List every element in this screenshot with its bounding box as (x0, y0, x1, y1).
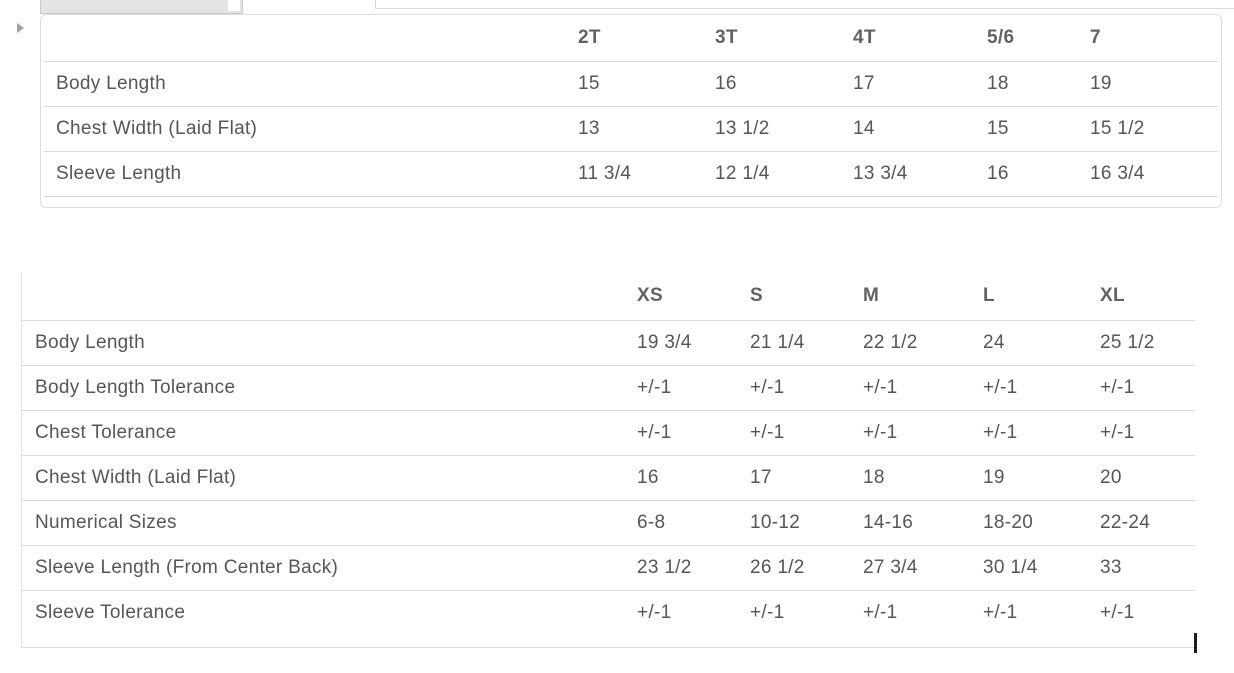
measurement-value: 16 (986, 150, 1089, 197)
size-column-header: M (863, 284, 880, 306)
header-row: 2T 3T 4T 5/6 7 (44, 15, 1218, 61)
measurement-value: 33 (1099, 544, 1195, 590)
measurement-value: 12 1/4 (714, 150, 852, 197)
measurement-value: 30 1/4 (982, 544, 1099, 590)
size-column-header: XL (1100, 284, 1125, 306)
size-column-header: 7 (1090, 26, 1101, 48)
tab-notch (228, 0, 240, 11)
table-row: Chest Width (Laid Flat) 13 13 1/2 14 15 15 1/… (44, 105, 1218, 151)
measurement-value: 15 (577, 60, 714, 106)
measurement-value: +/-1 (1099, 364, 1195, 410)
measurement-value: 25 1/2 (1099, 319, 1195, 365)
header-row: XS S M L XL (22, 272, 1195, 320)
measurement-value: 19 (1089, 60, 1218, 106)
size-column-header (44, 15, 577, 61)
measurement-value: 16 (714, 60, 852, 106)
table-header: 2T 3T 4T 5/6 7 (44, 15, 1218, 61)
measurement-value: 19 (982, 454, 1099, 500)
measurement-value: 18-20 (982, 499, 1099, 545)
measurement-value: 6-8 (636, 499, 749, 545)
measurement-value: 13 1/2 (714, 105, 852, 151)
measurement-value: 13 3/4 (852, 150, 986, 197)
measurement-value: 18 (862, 454, 982, 500)
measurement-label: Sleeve Length (From Center Back) (22, 544, 636, 590)
measurement-value: 17 (852, 60, 986, 106)
table-body: Body Length 15 16 17 18 19 Chest Width (Laid F… (44, 60, 1218, 197)
size-column-header: XS (637, 284, 663, 306)
measurement-label: Chest Tolerance (22, 409, 636, 455)
table-row: Chest Width (Laid Flat) 16 17 18 19 20 (22, 454, 1195, 500)
table-row: Numerical Sizes 6-8 10-12 14-16 18-20 22-24 (22, 499, 1195, 545)
measurement-value: +/-1 (636, 364, 749, 410)
tab-selected[interactable] (40, 0, 243, 14)
measurement-label: Body Length (22, 319, 636, 365)
measurement-value: +/-1 (982, 589, 1099, 648)
table-row: Sleeve Length 11 3/4 12 1/4 13 3/4 16 16 3/4 (44, 150, 1218, 197)
measurement-value: +/-1 (749, 364, 862, 410)
measurement-value: 16 (636, 454, 749, 500)
measurement-label: Body Length (44, 60, 577, 106)
measurement-value: +/-1 (749, 589, 862, 648)
size-column-header: 5/6 (987, 26, 1015, 48)
size-column-header: 2T (578, 26, 601, 48)
table-row: Sleeve Length (From Center Back) 23 1/2 26… (22, 544, 1195, 590)
adult-size-chart-table: XS S M L XL Body Length 19 3/4 21 1/4 22 1/2 24 2… (22, 272, 1195, 648)
size-column-header: 4T (853, 26, 876, 48)
measurement-value: 20 (1099, 454, 1195, 500)
measurement-value: +/-1 (862, 364, 982, 410)
size-column-header: L (983, 284, 995, 306)
measurement-value: 26 1/2 (749, 544, 862, 590)
table-body: Body Length 19 3/4 21 1/4 22 1/2 24 25 1/2 Bod… (22, 319, 1195, 648)
measurement-value: 19 3/4 (636, 319, 749, 365)
measurement-value: 14-16 (862, 499, 982, 545)
measurement-value: 10-12 (749, 499, 862, 545)
size-column-header (22, 272, 636, 320)
measurement-value: 24 (982, 319, 1099, 365)
measurement-value: 23 1/2 (636, 544, 749, 590)
toddler-size-chart-table: 2T 3T 4T 5/6 7 Body Length 15 16 17 18 19 Chest Wi… (44, 15, 1218, 197)
measurement-value: 18 (986, 60, 1089, 106)
table-row: Body Length 15 16 17 18 19 (44, 60, 1218, 106)
measurement-label: Sleeve Length (44, 150, 577, 197)
measurement-value: +/-1 (982, 364, 1099, 410)
measurement-value: +/-1 (862, 409, 982, 455)
measurement-label: Numerical Sizes (22, 499, 636, 545)
tab-inactive[interactable] (375, 0, 1234, 9)
measurement-value: +/-1 (1099, 589, 1195, 648)
toddler-size-chart-card: 2T 3T 4T 5/6 7 Body Length 15 16 17 18 19 Chest Wi… (40, 14, 1222, 208)
table-row: Chest Tolerance +/-1 +/-1 +/-1 +/-1 +/-1 (22, 409, 1195, 455)
measurement-value: +/-1 (862, 589, 982, 648)
measurement-value: 21 1/4 (749, 319, 862, 365)
measurement-label: Body Length Tolerance (22, 364, 636, 410)
measurement-value: +/-1 (636, 409, 749, 455)
table-row: Body Length 19 3/4 21 1/4 22 1/2 24 25 1/2 (22, 319, 1195, 365)
measurement-value: 13 (577, 105, 714, 151)
measurement-value: +/-1 (749, 409, 862, 455)
measurement-value: 16 3/4 (1089, 150, 1218, 197)
measurement-value: 11 3/4 (577, 150, 714, 197)
measurement-label: Chest Width (Laid Flat) (44, 105, 577, 151)
size-column-header: S (750, 284, 763, 306)
measurement-value: 15 (986, 105, 1089, 151)
expand-chevron-icon[interactable] (17, 23, 24, 33)
measurement-value: 15 1/2 (1089, 105, 1218, 151)
size-column-header: 3T (715, 26, 738, 48)
measurement-label: Chest Width (Laid Flat) (22, 454, 636, 500)
measurement-value: 14 (852, 105, 986, 151)
measurement-label: Sleeve Tolerance (22, 589, 636, 648)
measurement-value: 17 (749, 454, 862, 500)
text-cursor (1194, 633, 1197, 653)
table-row: Body Length Tolerance +/-1 +/-1 +/-1 +/-1 +/-… (22, 364, 1195, 410)
table-row: Sleeve Tolerance +/-1 +/-1 +/-1 +/-1 +/-1 (22, 589, 1195, 648)
measurement-value: 22 1/2 (862, 319, 982, 365)
adult-size-chart-card: XS S M L XL Body Length 19 3/4 21 1/4 22 1/2 24 2… (21, 272, 1195, 648)
measurement-value: +/-1 (982, 409, 1099, 455)
measurement-value: +/-1 (1099, 409, 1195, 455)
measurement-value: 27 3/4 (862, 544, 982, 590)
table-header: XS S M L XL (22, 272, 1195, 320)
measurement-value: +/-1 (636, 589, 749, 648)
measurement-value: 22-24 (1099, 499, 1195, 545)
